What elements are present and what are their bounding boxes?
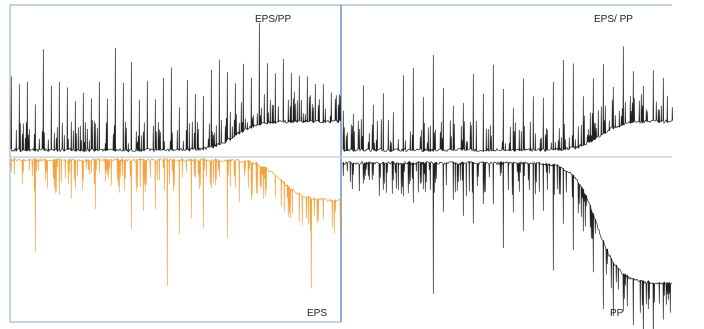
spectrum-line bbox=[342, 46, 673, 153]
trace-left-top bbox=[10, 22, 341, 153]
label-left-bottom: EPS bbox=[307, 308, 327, 319]
spectrum-line bbox=[10, 157, 341, 289]
trace-right-top bbox=[342, 46, 673, 153]
label-left-top: EPS/PP bbox=[255, 14, 291, 25]
label-right-top: EPS/ PP bbox=[594, 14, 633, 25]
label-right-bottom: PP bbox=[610, 308, 624, 319]
spectrum-line bbox=[10, 22, 341, 153]
trace-left-bottom bbox=[10, 157, 341, 289]
spectrum-line bbox=[342, 160, 673, 329]
trace-right-bottom bbox=[342, 160, 673, 329]
